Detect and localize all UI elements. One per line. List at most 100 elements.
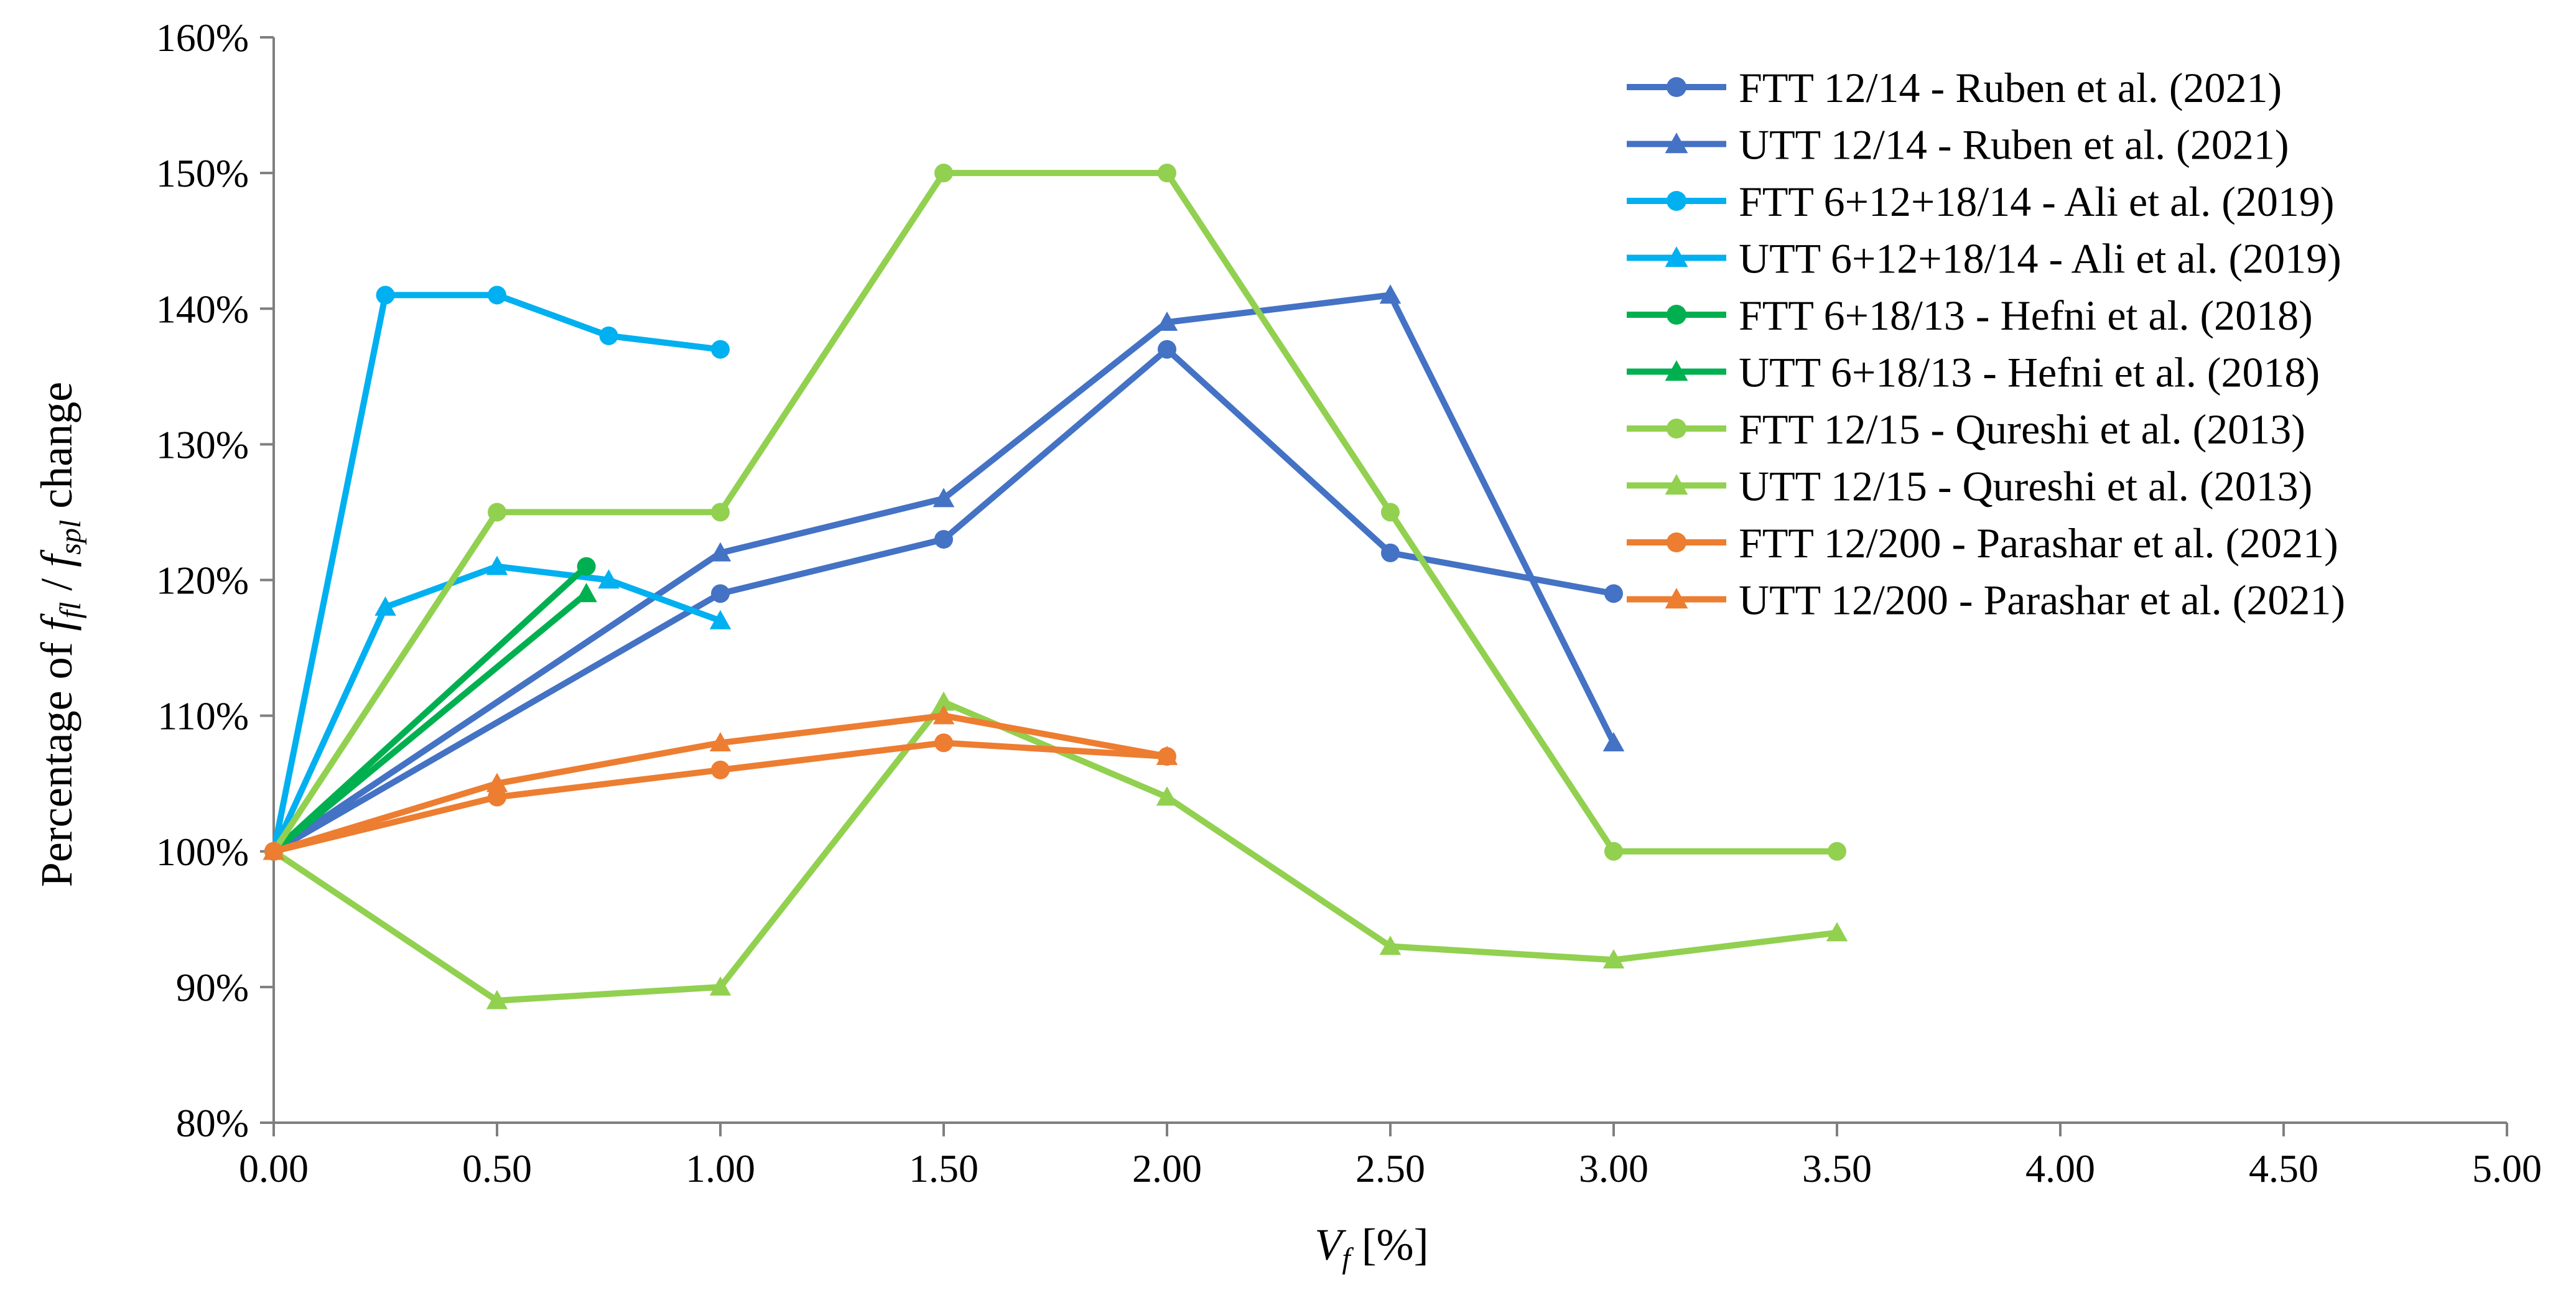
data-point <box>932 488 955 508</box>
data-point <box>934 733 953 753</box>
legend-entry: FTT 6+12+18/14 - Ali et al. (2019) <box>1627 178 2334 225</box>
legend-entry: FTT 12/200 - Parashar et al. (2021) <box>1627 519 2338 567</box>
data-point <box>932 705 955 725</box>
y-tick-label: 160% <box>156 16 249 60</box>
legend-label: FTT 12/15 - Qureshi et al. (2013) <box>1739 406 2305 453</box>
data-point <box>1828 842 1846 861</box>
data-point <box>577 557 596 576</box>
data-point <box>575 583 597 603</box>
legend-swatch-marker <box>1665 132 1688 154</box>
legend-label: FTT 12/200 - Parashar et al. (2021) <box>1739 519 2338 567</box>
data-point <box>1602 949 1625 969</box>
x-tick-label: 1.00 <box>686 1146 755 1191</box>
legend-swatch-marker <box>1667 419 1686 439</box>
legend-entry: UTT 12/15 - Qureshi et al. (2013) <box>1627 463 2312 510</box>
legend: FTT 12/14 - Ruben et al. (2021) UTT 12/14… <box>1627 64 2345 624</box>
x-axis-label: Vf [%] <box>1314 1220 1428 1275</box>
data-point <box>711 340 730 359</box>
series-line <box>271 292 1617 855</box>
y-tick-label: 90% <box>176 965 249 1010</box>
x-tick-label: 0.00 <box>239 1146 309 1191</box>
legend-swatch-marker <box>1665 588 1688 609</box>
legend-entry: UTT 6+18/13 - Hefni et al. (2018) <box>1627 349 2320 396</box>
legend-entry: FTT 12/14 - Ruben et al. (2021) <box>1627 64 2282 111</box>
legend-swatch-marker <box>1667 77 1686 97</box>
y-tick-label: 150% <box>156 151 249 195</box>
y-tick-label: 100% <box>156 830 249 874</box>
legend-swatch-marker <box>1665 360 1688 381</box>
data-point <box>598 569 620 589</box>
data-point <box>709 732 732 752</box>
y-tick-label: 80% <box>176 1101 249 1145</box>
data-point <box>711 760 730 779</box>
series-line <box>271 170 1840 855</box>
data-point <box>932 691 955 711</box>
x-tick-label: 3.00 <box>1579 1146 1648 1191</box>
series-line <box>271 563 590 855</box>
data-point <box>1158 164 1176 183</box>
data-point <box>709 542 732 562</box>
data-point <box>486 773 508 792</box>
legend-label: UTT 12/15 - Qureshi et al. (2013) <box>1739 463 2312 510</box>
data-point <box>488 503 506 522</box>
legend-label: FTT 6+18/13 - Hefni et al. (2018) <box>1739 292 2313 339</box>
x-tick-label: 4.50 <box>2249 1146 2318 1191</box>
series-line <box>271 346 1617 855</box>
legend-label: UTT 12/14 - Ruben et al. (2021) <box>1739 121 2289 169</box>
legend-swatch-marker <box>1667 532 1686 552</box>
legend-swatch-marker <box>1665 474 1688 495</box>
data-point <box>1379 935 1402 955</box>
legend-label: UTT 6+12+18/14 - Ali et al. (2019) <box>1739 235 2341 282</box>
x-tick-label: 2.00 <box>1132 1146 1202 1191</box>
series-line <box>271 590 590 855</box>
data-point <box>374 596 396 616</box>
data-point <box>709 976 732 996</box>
data-point <box>934 530 953 549</box>
legend-label: UTT 12/200 - Parashar et al. (2021) <box>1739 577 2345 624</box>
y-tick-label: 130% <box>156 422 249 466</box>
y-tick-label: 140% <box>156 287 249 331</box>
x-tick-label: 0.50 <box>462 1146 532 1191</box>
data-point <box>934 164 953 183</box>
data-point <box>376 285 395 305</box>
data-point <box>486 990 508 1010</box>
data-point <box>709 610 732 629</box>
x-tick-label: 5.00 <box>2472 1146 2542 1191</box>
x-tick-label: 1.50 <box>909 1146 979 1191</box>
x-tick-label: 2.50 <box>1355 1146 1425 1191</box>
series-layer <box>263 164 1848 1010</box>
legend-label: FTT 12/14 - Ruben et al. (2021) <box>1739 64 2282 111</box>
legend-entry: UTT 12/14 - Ruben et al. (2021) <box>1627 121 2289 169</box>
data-point <box>599 326 618 345</box>
data-point <box>1156 745 1178 765</box>
legend-swatch-marker <box>1667 191 1686 211</box>
data-point <box>486 555 508 575</box>
legend-label: UTT 6+18/13 - Hefni et al. (2018) <box>1739 349 2320 396</box>
data-point <box>1826 922 1848 942</box>
y-axis-label: Percentage of ffl / fspl change <box>32 382 87 887</box>
legend-entry: UTT 12/200 - Parashar et al. (2021) <box>1627 577 2345 624</box>
data-point <box>1602 732 1625 752</box>
axes: 0.00 0.50 1.00 1.50 2.00 2.50 3.00 3.50 4.00 4.50… <box>156 16 2542 1191</box>
data-point <box>711 584 730 603</box>
legend-entry: FTT 6+18/13 - Hefni et al. (2018) <box>1627 292 2313 339</box>
legend-swatch-marker <box>1665 246 1688 267</box>
legend-entry: FTT 12/15 - Qureshi et al. (2013) <box>1627 406 2305 453</box>
legend-swatch-marker <box>1667 305 1686 325</box>
data-point <box>263 840 285 860</box>
y-tick-label: 120% <box>156 559 249 603</box>
data-point <box>488 285 506 305</box>
data-point <box>1381 543 1400 562</box>
data-point <box>711 503 730 522</box>
data-point <box>1379 284 1402 304</box>
y-tick-label: 110% <box>157 694 249 738</box>
series-10 <box>263 705 1178 860</box>
data-point <box>1158 340 1176 359</box>
data-point <box>1156 311 1178 331</box>
data-point <box>1604 584 1623 603</box>
x-tick-label: 4.00 <box>2025 1146 2095 1191</box>
x-tick-label: 3.50 <box>1802 1146 1872 1191</box>
data-point <box>1604 842 1623 861</box>
